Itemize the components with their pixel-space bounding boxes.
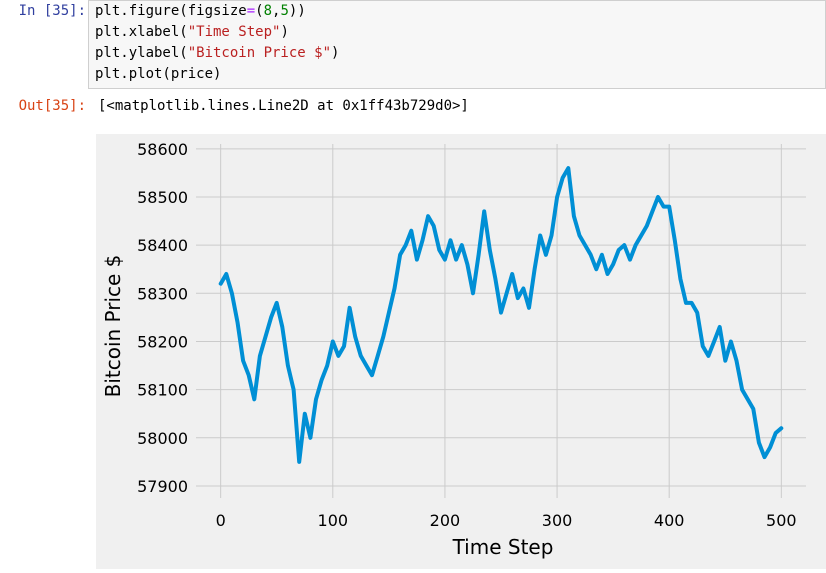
x-tick-label: 300 xyxy=(542,511,573,530)
figure-background xyxy=(96,134,826,569)
code-token: plt.figure(figsize xyxy=(95,3,247,19)
code-token: plt.plot(price) xyxy=(95,66,222,82)
plot-output: 57900 58000 58100 58200 58300 58400 58500 58600… xyxy=(96,134,826,569)
code-line-4: plt.plot(price) xyxy=(95,64,221,85)
code-token: 5 xyxy=(280,3,289,19)
x-tick-label: 100 xyxy=(318,511,349,530)
code-string: "Bitcoin Price $" xyxy=(187,45,332,61)
code-token: ( xyxy=(255,3,264,19)
y-tick-label: 57900 xyxy=(137,477,188,496)
code-token: = xyxy=(246,3,256,19)
y-tick-label: 58300 xyxy=(137,284,188,303)
code-token: plt.xlabel( xyxy=(95,24,188,40)
y-tick-label: 58400 xyxy=(137,236,188,255)
code-string: "Time Step" xyxy=(187,24,281,40)
code-token: ) xyxy=(280,24,289,40)
code-line-1: plt.figure(figsize=(8,5)) xyxy=(95,1,306,22)
output-text: [<matplotlib.lines.Line2D at 0x1ff43b729… xyxy=(98,98,469,114)
y-tick-label: 58600 xyxy=(137,140,188,159)
series-group xyxy=(218,166,784,464)
code-token: , xyxy=(272,3,281,19)
x-tick-label: 500 xyxy=(766,511,797,530)
line-chart: 57900 58000 58100 58200 58300 58400 58500 58600… xyxy=(96,134,826,569)
y-tick-label: 58200 xyxy=(137,332,188,351)
code-token: 8 xyxy=(263,3,273,19)
x-tick-label: 0 xyxy=(216,511,226,530)
price-series-line xyxy=(218,166,784,464)
tick-labels: 57900 58000 58100 58200 58300 58400 58500 58600… xyxy=(137,140,797,530)
code-token: ) xyxy=(331,45,340,61)
output-prompt: Out[35]: xyxy=(18,98,86,114)
code-line-3: plt.ylabel("Bitcoin Price $") xyxy=(95,43,339,64)
y-axis-label: Bitcoin Price $ xyxy=(101,255,125,398)
input-prompt: In [35]: xyxy=(18,3,86,19)
y-tick-label: 58500 xyxy=(137,188,188,207)
code-line-2: plt.xlabel("Time Step") xyxy=(95,22,289,43)
code-input-cell[interactable]: plt.figure(figsize=(8,5)) plt.xlabel("Ti… xyxy=(88,0,826,89)
grid xyxy=(196,144,806,498)
code-token: )) xyxy=(288,3,306,19)
x-tick-label: 200 xyxy=(430,511,461,530)
x-tick-label: 400 xyxy=(654,511,685,530)
code-token: plt.ylabel( xyxy=(95,45,188,61)
y-tick-label: 58000 xyxy=(137,429,188,448)
y-tick-label: 58100 xyxy=(137,381,188,400)
x-axis-label: Time Step xyxy=(452,535,554,559)
